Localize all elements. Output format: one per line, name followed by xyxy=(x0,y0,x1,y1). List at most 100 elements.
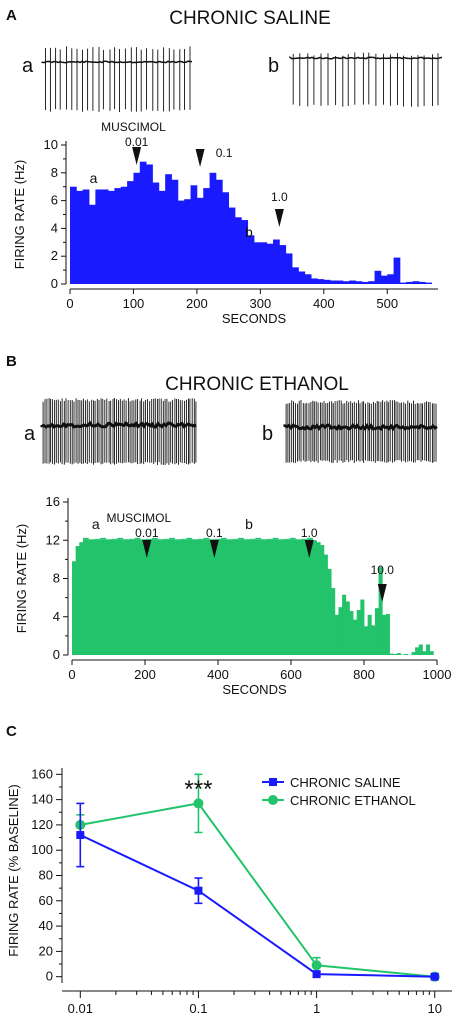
panel-a-bar xyxy=(406,281,414,284)
panel-b-bar xyxy=(220,537,227,540)
panel-b-bar xyxy=(82,537,89,540)
panel-a-bar xyxy=(342,281,350,284)
panel-a-dose-1-0-arrow xyxy=(274,209,284,227)
panel-b-trace-b-label: b xyxy=(262,423,273,445)
panel-b-bar xyxy=(382,614,387,655)
trace-baseline xyxy=(283,422,438,432)
panel-c-point xyxy=(194,886,203,895)
panel-b-bar xyxy=(307,537,313,540)
panel-b-dose-10-0-arrow xyxy=(377,584,387,602)
panel-a-bar xyxy=(120,186,128,284)
panel-b-bar xyxy=(345,601,350,655)
panel-b-bar xyxy=(79,542,84,655)
panel-a-bar xyxy=(196,197,204,284)
panel-b-bar xyxy=(186,537,193,540)
panel-b-dose-0-01-arrow xyxy=(142,540,152,558)
panel-c-y-tick-label: 60 xyxy=(39,893,53,908)
panel-b-x-axis-label: SECONDS xyxy=(222,682,287,697)
panel-b-bar xyxy=(385,613,390,655)
panel-a-bar xyxy=(304,274,312,284)
panel-a-bar xyxy=(254,242,261,284)
panel-a-trace-a-label: a xyxy=(22,55,34,77)
panel-a-y-tick-label: 6 xyxy=(51,193,58,208)
panel-a-bar xyxy=(89,204,96,284)
panel-b-dose-label: 10.0 xyxy=(371,563,395,577)
panel-b-bar xyxy=(429,651,434,655)
panel-c-y-tick-label: 160 xyxy=(31,766,53,781)
panel-b-bar xyxy=(272,537,279,540)
panel-b-dose-0-1-arrow xyxy=(209,540,219,558)
panel-c-y-tick-label: 20 xyxy=(39,943,53,958)
panel-a-bar xyxy=(70,186,77,284)
panel-a-title: CHRONIC SALINE xyxy=(169,8,331,29)
panel-a-y-tick-label: 2 xyxy=(51,248,58,263)
panel-a-x-tick-label: 400 xyxy=(313,296,335,311)
panel-b-trace-b xyxy=(283,400,438,463)
panel-a-bar xyxy=(152,182,160,284)
trace-baseline xyxy=(289,56,443,60)
panel-c-legend-label: CHRONIC SALINE xyxy=(290,775,401,790)
panel-b-bar xyxy=(374,608,379,655)
panel-a-bar xyxy=(298,271,306,284)
panel-a-bar xyxy=(273,239,280,284)
panel-a-bar xyxy=(215,179,223,284)
panel-b-bar xyxy=(320,545,325,655)
panel-c-y-axis-label: FIRING RATE (% BASELINE) xyxy=(6,784,21,956)
panel-c-x-tick-label: 1 xyxy=(313,1001,320,1016)
panel-c-legend-marker xyxy=(269,778,277,786)
panel-b-bar xyxy=(100,537,106,540)
panel-b-bar xyxy=(334,614,339,655)
panel-a-y-tick-label: 10 xyxy=(44,137,58,152)
panel-c-x-tick-label: 0.01 xyxy=(68,1001,93,1016)
panel-c-series-line xyxy=(80,802,435,978)
panel-b-bar xyxy=(327,568,332,655)
panel-c-point xyxy=(430,972,439,981)
panel-c-y-tick-label: 0 xyxy=(46,969,53,984)
panel-b-dose-label: 1.0 xyxy=(301,526,318,540)
panel-b-letter: B xyxy=(6,353,17,370)
panel-b-bar xyxy=(418,644,423,655)
panel-a-bar xyxy=(393,257,401,284)
panel-b-y-tick-label: 0 xyxy=(53,647,60,662)
panel-b-bar xyxy=(169,537,175,540)
panel-c-x-tick-label: 10 xyxy=(428,1001,442,1016)
panel-b-bar xyxy=(364,626,369,655)
panel-c-point xyxy=(312,970,321,979)
panel-c-legend-label: CHRONIC ETHANOL xyxy=(290,793,416,808)
panel-a-y-axis-label: FIRING RATE (Hz) xyxy=(12,160,27,270)
panel-b-x-tick-label: 1000 xyxy=(423,667,452,682)
panel-b-bar xyxy=(151,537,158,540)
panel-a-x-tick-label: 300 xyxy=(249,296,271,311)
panel-b-bar xyxy=(323,554,328,655)
panel-a-bar xyxy=(387,274,394,284)
panel-a-bar xyxy=(279,245,287,284)
panel-b-bar xyxy=(316,542,321,655)
panel-c-point xyxy=(76,831,85,840)
panel-b-x-tick-label: 0 xyxy=(68,667,75,682)
panel-c-significance: *** xyxy=(184,776,212,803)
panel-c-letter: C xyxy=(6,723,17,740)
panel-a-bar xyxy=(82,189,90,284)
panel-a-letter: A xyxy=(6,7,17,24)
panel-a-bar xyxy=(380,275,388,284)
panel-a-y-tick-label: 4 xyxy=(51,220,58,235)
panel-a-trace-b-label: b xyxy=(268,55,279,77)
panel-a-bar xyxy=(171,179,179,284)
panel-b-bar xyxy=(349,611,354,655)
panel-a-bar xyxy=(95,189,103,284)
panel-a-bar xyxy=(241,220,249,284)
panel-b-bar xyxy=(353,619,358,655)
panel-a-bar xyxy=(101,189,109,284)
panel-a-bar xyxy=(184,199,191,284)
panel-b-bar xyxy=(238,537,244,540)
panel-a-bar xyxy=(127,181,134,284)
panel-b-y-tick-label: 8 xyxy=(53,571,60,586)
panel-a-bar xyxy=(317,279,325,284)
panel-b-muscimol-label: MUSCIMOL xyxy=(106,511,171,525)
panel-a-bar xyxy=(222,192,230,284)
panel-c-y-tick-label: 120 xyxy=(31,817,53,832)
panel-a-bar xyxy=(418,281,426,284)
panel-c-y-tick-label: 100 xyxy=(31,842,53,857)
panel-a-bar xyxy=(285,253,293,284)
panel-b-bar xyxy=(426,644,431,655)
